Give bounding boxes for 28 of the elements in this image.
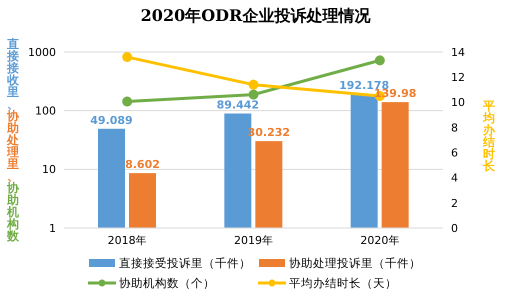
data-label: 89.442	[216, 98, 260, 112]
y2-tick-label: 4	[451, 172, 458, 185]
data-label: 49.089	[90, 114, 133, 127]
y-tick-label: 1	[49, 222, 56, 235]
legend-label: 直接接受投诉里（千件）	[119, 256, 251, 270]
legend-label: 协助机构数（个）	[119, 276, 215, 290]
y2-tick-label: 10	[451, 96, 465, 110]
point	[248, 90, 258, 100]
y-tick-label: 100	[35, 104, 56, 118]
y2-tick-label: 12	[451, 71, 465, 84]
y2-tick-label: 0	[451, 222, 458, 235]
y2-tick-label: 6	[451, 146, 458, 160]
legend-label: 协助处理投诉里（千件）	[289, 256, 421, 270]
y2-tick-label: 8	[451, 121, 458, 134]
y-tick-label: 10	[42, 163, 56, 176]
y2-tick-label: 14	[451, 46, 465, 59]
chart-title: 2020年ODR企业投诉处理情况	[140, 6, 372, 27]
x-tick-label: 2020年	[360, 234, 400, 247]
data-label: 8.602	[125, 158, 160, 172]
y2-tick-label: 2	[451, 196, 458, 210]
x-tick-label: 2018年	[108, 234, 147, 247]
y-tick-label: 1000	[28, 46, 56, 59]
y2-axis-title: 平均办结时长	[482, 99, 496, 173]
point	[374, 55, 385, 66]
point	[122, 96, 132, 107]
legend-label: 平均办结时长（天）	[289, 276, 397, 290]
text: 直接接收里、协助处理里、协助机构数	[7, 37, 19, 243]
x-tick-label: 2019年	[234, 234, 273, 247]
